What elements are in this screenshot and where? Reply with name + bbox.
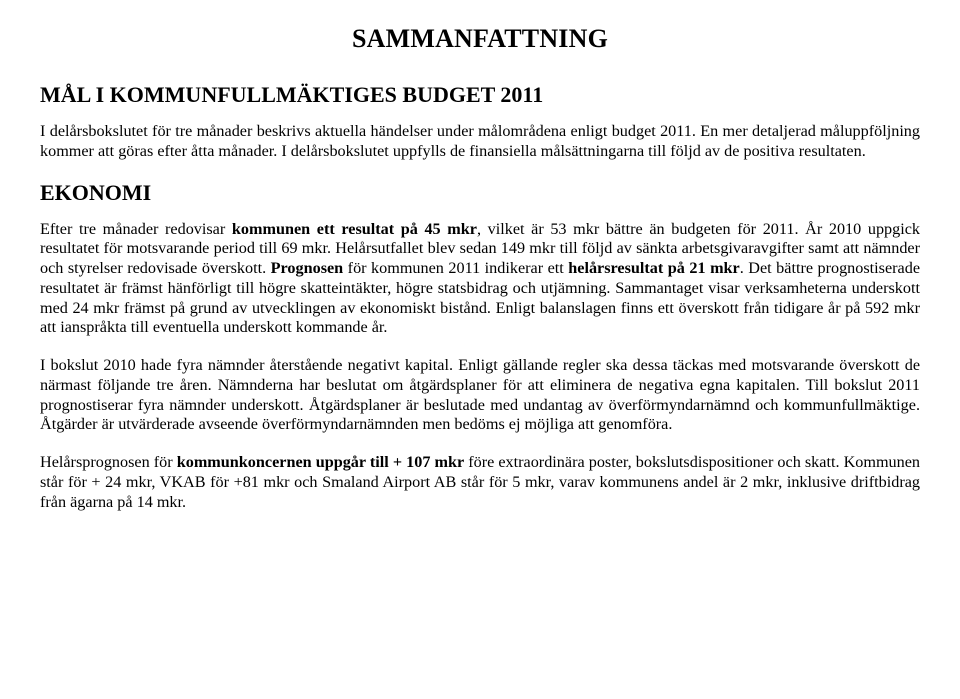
section-heading-economy: EKONOMI [40,180,920,206]
p1-bold-result: kommunen ett resultat på 45 mkr [232,220,477,238]
section1-paragraph1: I delårsbokslutet för tre månader beskri… [40,122,920,162]
section2-paragraph3: Helårsprognosen för kommunkoncernen uppg… [40,453,920,512]
section-heading-goals: MÅL I KOMMUNFULLMÄKTIGES BUDGET 2011 [40,82,920,108]
document-title: SAMMANFATTNING [40,24,920,54]
document-page: SAMMANFATTNING MÅL I KOMMUNFULLMÄKTIGES … [0,0,960,699]
p1-bold-prognosen: Prognosen [271,259,344,277]
section2-paragraph2: I bokslut 2010 hade fyra nämnder återstå… [40,356,920,435]
section2-paragraph1: Efter tre månader redovisar kommunen ett… [40,220,920,339]
p1-text-e: för kommunen 2011 indikerar ett [343,259,568,277]
p3-bold-koncern: kommunkoncernen uppgår till + 107 mkr [177,453,464,471]
p1-text-a: Efter tre månader redovisar [40,220,232,238]
p1-bold-helars: helårsresultat på 21 mkr [568,259,739,277]
p3-text-a: Helårsprognosen för [40,453,177,471]
